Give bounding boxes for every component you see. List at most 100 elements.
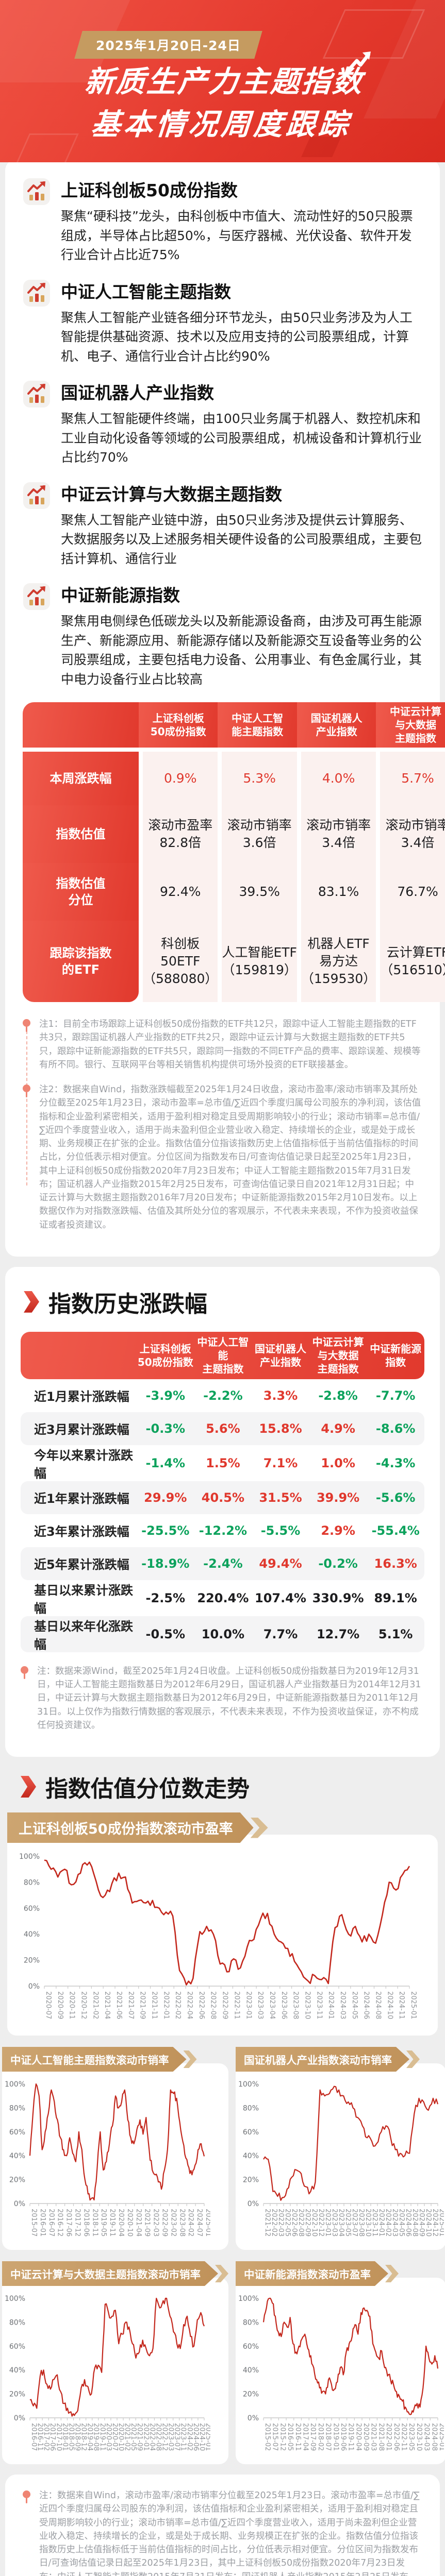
valuation-note: 注：数据来自Wind，滚动市盈率/滚动市销率分位截至2025年1月23日。滚动市…: [23, 2489, 422, 2576]
mini-chart-block: 中证人工智能主题指数滚动市销率 100% 80% 60% 40% 20% 0% 2015-0…: [0, 2047, 230, 2250]
note: 注：数据来自Wind，滚动市盈率/滚动市销率分位截至2025年1月23日。滚动市…: [23, 2489, 422, 2576]
svg-text:2021-05: 2021-05: [129, 2423, 137, 2451]
svg-text:2016-07: 2016-07: [30, 2423, 38, 2451]
svg-text:2025-01: 2025-01: [204, 2209, 210, 2236]
svg-text:2018-01: 2018-01: [61, 2423, 69, 2451]
svg-text:80%: 80%: [243, 2318, 259, 2327]
svg-text:2021-04: 2021-04: [135, 2209, 142, 2236]
svg-text:2017-06: 2017-06: [65, 2209, 73, 2236]
overview-row-label: 指数估值 分位: [23, 863, 139, 921]
notes-rail: [26, 1031, 27, 1185]
svg-text:0%: 0%: [28, 1982, 40, 1991]
hero-header: 2025年1月20日-24日 新质生产力主题指数 基本情况周度跟踪: [0, 0, 445, 162]
svg-text:2019-08: 2019-08: [92, 2423, 100, 2451]
history-cell: -12.2%: [199, 1523, 247, 1538]
page-title-line1: 新质生产力主题指数: [84, 65, 365, 99]
index-description: 聚焦人工智能产业链各细分环节龙头，由50只业务涉及为人工智能提供基础资源、技术以…: [61, 310, 413, 364]
index-item: 中证人工智能主题指数 聚焦人工智能产业链各细分环节龙头，由50只业务涉及为人工智…: [23, 278, 422, 366]
svg-text:2024-03: 2024-03: [391, 2209, 399, 2236]
index-text: 上证科创板50成份指数 聚焦“硬科技”龙头，由科创板中市值大、流动性好的50只股…: [61, 177, 422, 265]
svg-text:2022-02: 2022-02: [270, 2209, 278, 2236]
svg-text:2018-06: 2018-06: [82, 2209, 90, 2236]
svg-text:0%: 0%: [14, 2414, 25, 2422]
history-row: 今年以来累计涨跌幅 -1.4% 1.5% 7.1% 1.0% -4.3%: [21, 1445, 424, 1481]
svg-text:2020-10: 2020-10: [126, 2209, 134, 2236]
svg-text:2022-01: 2022-01: [385, 2423, 392, 2451]
valuation-section-title: 指数估值分位数走势: [45, 1776, 250, 1802]
svg-text:2019-04: 2019-04: [86, 2423, 94, 2451]
svg-text:20%: 20%: [9, 2391, 25, 2399]
history-cell: 29.9%: [144, 1490, 187, 1505]
svg-text:2024-06: 2024-06: [362, 1991, 370, 2019]
svg-text:2024-10: 2024-10: [386, 1991, 393, 2019]
svg-text:2023-11: 2023-11: [179, 2423, 187, 2451]
history-table: 上证科创板 50成份指数 中证人工智能 主题指数 国证机器人 产业指数 中证云计算 与大数据主…: [21, 1331, 424, 1652]
overview-row-label: 跟踪该指数 的ETF: [23, 921, 139, 1002]
svg-text:2023-01: 2023-01: [324, 2209, 332, 2236]
svg-text:2015-02: 2015-02: [263, 2423, 271, 2451]
history-cell: 1.0%: [321, 1455, 355, 1470]
history-cell: 7.1%: [263, 1455, 298, 1470]
history-cell: 16.3%: [374, 1556, 417, 1571]
svg-text:2022-12: 2022-12: [317, 2209, 325, 2236]
svg-text:2024-11: 2024-11: [398, 1991, 405, 2019]
index-item: 中证云计算与大数据主题指数 聚焦人工智能产业链中游，由50只业务涉及提供云计算服…: [23, 481, 422, 569]
svg-text:2017-10: 2017-10: [55, 2423, 62, 2451]
overview-cell: 76.7%: [376, 863, 445, 921]
overview-cell: 滚动市销率 3.4倍: [296, 805, 376, 863]
overview-col-header: 中证人工智 能主题指数: [218, 702, 297, 752]
svg-text:2017-12: 2017-12: [74, 2209, 81, 2236]
svg-text:60%: 60%: [9, 2343, 25, 2351]
history-cell: -5.6%: [375, 1490, 416, 1505]
svg-text:2023-10: 2023-10: [303, 1991, 311, 2019]
svg-text:2018-12: 2018-12: [80, 2423, 88, 2451]
trend-chart-icon: [23, 278, 51, 366]
svg-text:2019-05: 2019-05: [100, 2209, 107, 2236]
history-section-title: 指数历史涨跌幅: [48, 1291, 207, 1317]
svg-text:2015-07: 2015-07: [271, 2423, 279, 2451]
overview-cell: 39.5%: [218, 863, 297, 921]
valuation-section-header: 指数估值分位数走势: [0, 1757, 445, 1812]
valuation-line-chart: 100% 80% 60% 40% 20% 0% 2020-07 2020-09 2020-11 2…: [19, 1853, 417, 2019]
history-cell: 220.4%: [197, 1590, 249, 1605]
index-name: 上证科创板50成份指数: [61, 180, 238, 200]
valuation-line-chart: 100%80%60%40%20%0%2015-02 2015-07 2015-12 2…: [238, 2295, 445, 2451]
history-row-label: 近3月累计涨跌幅: [34, 1422, 129, 1437]
history-row: 基日以来累计涨跌幅 -2.5% 220.4% 107.4% 330.9% 89.1%: [21, 1580, 424, 1616]
note-1: 注1：目前全市场跟踪上证科创板50成份指数的ETF共12只，跟踪中证人工智能主题…: [23, 1018, 422, 1072]
svg-text:2023-08: 2023-08: [178, 2209, 186, 2236]
index-description: 聚焦人工智能硬件终端，由100只业务属于机器人、数控机床和工业自动化设备等领域的…: [61, 411, 422, 465]
svg-text:2021-02: 2021-02: [123, 2423, 131, 2451]
mini-chart-grid: 中证人工智能主题指数滚动市销率 100% 80% 60% 40% 20% 0% 2015-0…: [0, 2047, 445, 2464]
index-name: 国证机器人产业指数: [61, 383, 214, 403]
svg-text:2020-03: 2020-03: [105, 2423, 112, 2451]
svg-text:2021-09: 2021-09: [136, 2423, 143, 2451]
svg-text:2022-11: 2022-11: [400, 2423, 408, 2451]
chevron-right-icon: [24, 1291, 39, 1313]
date-badge: 2025年1月20日-24日: [74, 31, 262, 59]
history-note-text: 注：数据来源Wind，截至2025年1月24日收盘。上证科创板50成份指数基日为…: [37, 1666, 421, 1731]
page-title-line2: 基本情况周度跟踪: [90, 107, 352, 142]
trend-chart-icon: [23, 481, 51, 569]
chart-card: 100% 80% 60% 40% 20% 0% 2015-07 2016-01 2016-07 2…: [2, 2063, 228, 2250]
history-cell: -4.3%: [375, 1455, 416, 1470]
svg-text:2023-01: 2023-01: [244, 1991, 252, 2019]
chart-title-banner: 国证机器人产业指数滚动市销率: [236, 2047, 409, 2072]
svg-text:60%: 60%: [243, 2128, 259, 2137]
history-row: 近1月累计涨跌幅 -3.9% -2.2% 3.3% -2.8% -7.7%: [21, 1379, 424, 1412]
overview-col-header: 上证科创板 50成份指数: [139, 702, 218, 752]
svg-text:2023-03: 2023-03: [256, 1991, 264, 2019]
history-row-label: 近3年累计涨跌幅: [34, 1524, 129, 1539]
index-name: 中证新能源指数: [61, 585, 180, 605]
overview-cell: 机器人ETF 易方达 （159530）: [296, 921, 376, 1002]
pin-icon: [21, 1666, 28, 1679]
history-col-header: 中证云计算 与大数据 主题指数: [312, 1335, 364, 1375]
big-chart-block: 上证科创板50成份指数滚动市盈率 100% 80% 60% 40% 20% 0% 2020-…: [0, 1812, 445, 2036]
svg-text:2019-11: 2019-11: [98, 2423, 106, 2451]
trend-chart-icon: [23, 177, 51, 265]
svg-text:40%: 40%: [9, 2366, 25, 2375]
svg-text:2022-03: 2022-03: [152, 2209, 160, 2236]
svg-text:2024-07: 2024-07: [195, 2209, 203, 2236]
index-name: 中证云计算与大数据主题指数: [61, 484, 282, 504]
history-cell: -2.4%: [203, 1556, 243, 1571]
